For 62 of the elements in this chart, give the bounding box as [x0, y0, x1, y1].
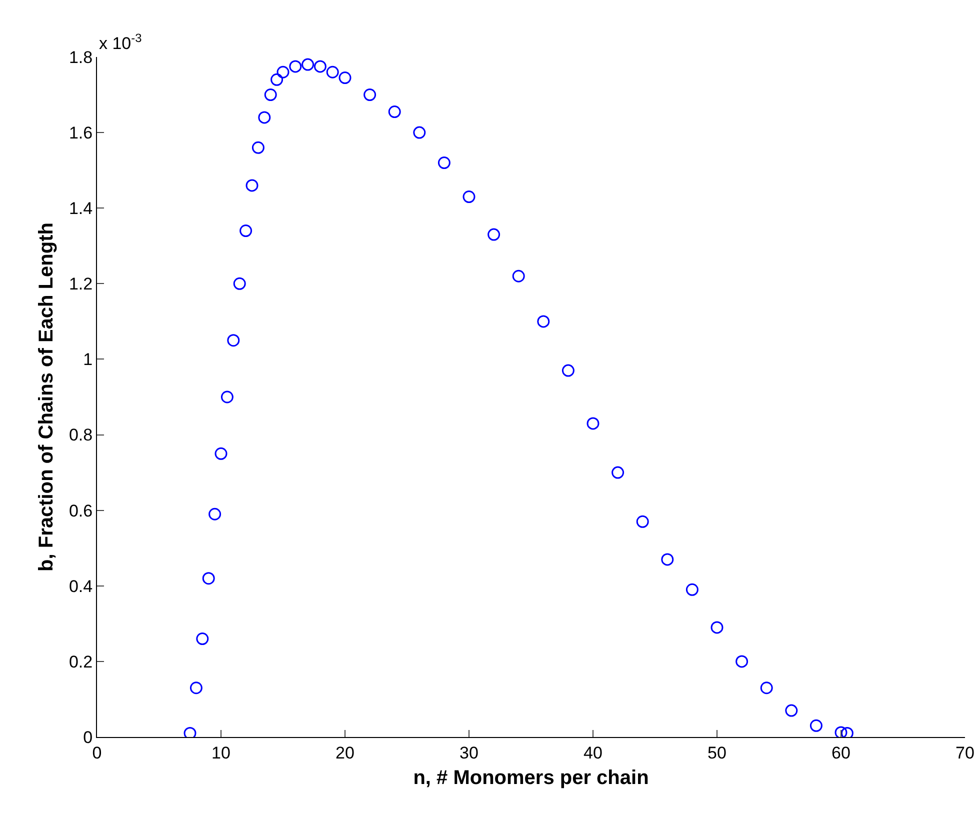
point — [686, 583, 698, 596]
point — [364, 88, 376, 102]
point — [537, 315, 550, 328]
point — [264, 88, 277, 102]
point — [302, 58, 314, 71]
y-tick-label: 0.8 — [68, 426, 93, 445]
point — [636, 515, 649, 528]
x-tick-label: 40 — [584, 743, 602, 762]
y-tick-label: 0.2 — [68, 652, 93, 672]
y-tick-label: 1.8 — [68, 48, 93, 67]
point — [760, 682, 773, 694]
point — [834, 726, 848, 737]
y-tick-label: 0 — [83, 728, 93, 747]
point — [202, 572, 215, 585]
point — [190, 682, 202, 694]
x-tick-label: 20 — [336, 743, 354, 762]
point — [184, 726, 196, 737]
y-tick-label: 1.2 — [68, 274, 93, 294]
x-tick-label: 70 — [956, 743, 974, 762]
point — [785, 704, 798, 717]
point — [840, 726, 854, 737]
point — [736, 655, 748, 668]
y-tick-label: 0.4 — [68, 576, 93, 596]
point — [338, 72, 352, 84]
point — [413, 126, 426, 139]
point — [276, 66, 290, 78]
point — [214, 447, 228, 460]
point — [240, 224, 252, 238]
point — [220, 390, 234, 404]
point — [562, 364, 574, 377]
point — [196, 632, 209, 646]
x-tick-label: 50 — [708, 743, 726, 762]
point — [710, 621, 724, 634]
y-tick-label: 1.6 — [68, 124, 93, 143]
x-tick-label: 30 — [460, 743, 478, 762]
point — [252, 141, 264, 154]
point — [388, 106, 401, 118]
point — [314, 60, 326, 73]
point — [246, 179, 258, 192]
text: x 10$^{-3}$ — [99, 31, 142, 54]
point — [586, 417, 600, 430]
point — [270, 73, 284, 86]
point — [810, 719, 822, 732]
point — [208, 508, 222, 520]
y-tick-label: 1.4 — [68, 199, 93, 218]
point — [612, 466, 624, 479]
point — [438, 156, 450, 170]
point — [512, 270, 525, 282]
point — [258, 111, 271, 124]
point — [289, 60, 302, 73]
x-axis-title: n, # Monomers per chain — [413, 766, 649, 789]
y-tick-label: 1 — [83, 350, 93, 370]
point — [462, 190, 476, 204]
y-axis-title: b, Fraction of Chains of Each Length — [35, 222, 58, 572]
point — [661, 553, 674, 566]
point — [488, 228, 500, 241]
point — [227, 334, 240, 347]
point — [326, 66, 339, 78]
point — [233, 277, 246, 290]
x-tick-label: 10 — [212, 743, 230, 762]
y-tick-label: 0.6 — [68, 501, 93, 520]
x-tick-label: 60 — [832, 743, 850, 762]
